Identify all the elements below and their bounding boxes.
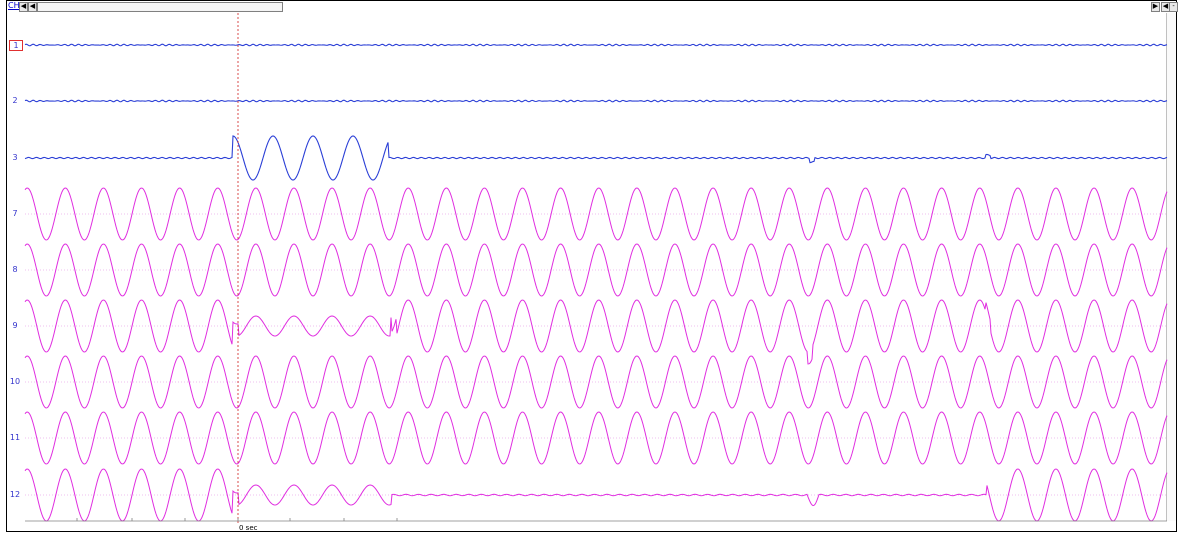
vertical-scrollbar[interactable] <box>1166 13 1176 521</box>
trace-ch1 <box>24 43 1168 47</box>
channel-label-8[interactable]: 8 <box>12 265 18 274</box>
channel-label-3[interactable]: 3 <box>12 153 18 162</box>
waveform-plot <box>24 13 1168 525</box>
trace-ch11 <box>24 411 1168 465</box>
channel-label-12[interactable]: 12 <box>9 490 21 499</box>
trace-ch3 <box>24 135 1168 181</box>
trace-ch12 <box>24 468 1168 522</box>
trace-ch9 <box>24 299 1168 365</box>
channel-label-1[interactable]: 1 <box>9 40 23 51</box>
channel-menu-label[interactable]: CH <box>8 1 20 10</box>
trace-ch2 <box>24 99 1168 103</box>
trace-ch7 <box>24 187 1168 241</box>
channel-label-11[interactable]: 11 <box>9 433 21 442</box>
horizontal-scrollbar[interactable] <box>37 2 283 12</box>
channel-label-9[interactable]: 9 <box>12 321 18 330</box>
channel-label-10[interactable]: 10 <box>9 377 21 386</box>
scroll-left-button[interactable]: ◀ <box>28 2 37 12</box>
channel-label-7[interactable]: 7 <box>12 209 18 218</box>
time-cursor-label: 0 sec <box>239 524 258 532</box>
trace-ch10 <box>24 355 1168 409</box>
waveform-viewer: CH ◀ ◀ ▶ ◀ - 1 2 3 7 8 9 10 11 12 0 sec <box>6 0 1178 532</box>
scroll-right-button[interactable]: ▶ <box>1151 2 1160 12</box>
zoom-out-button[interactable]: - <box>1169 2 1178 12</box>
channel-label-2[interactable]: 2 <box>12 96 18 105</box>
scroll-left-fast-button[interactable]: ◀ <box>19 2 28 12</box>
trace-ch8 <box>24 243 1168 297</box>
